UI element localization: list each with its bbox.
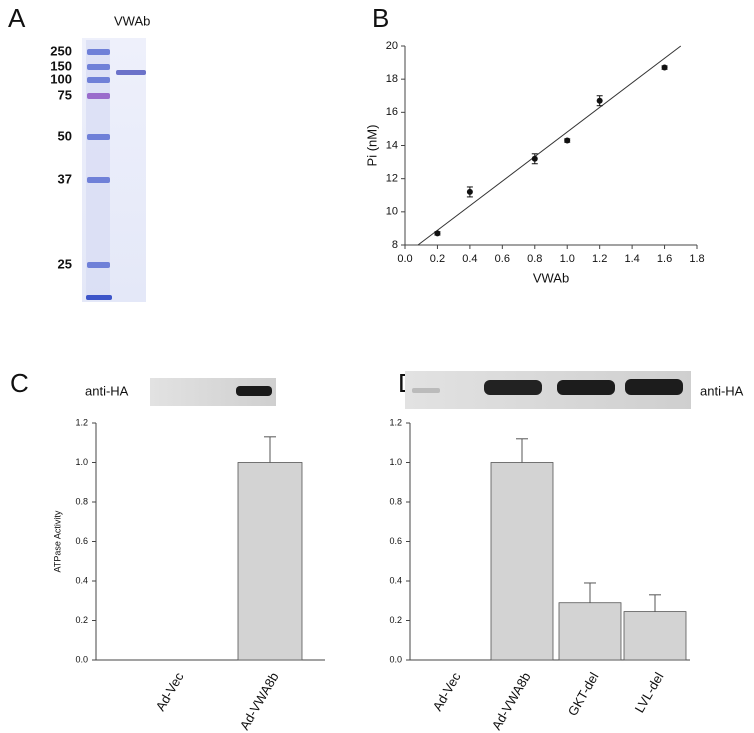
x-tick-label: 1.8 (689, 253, 704, 265)
y-tick-label: 0.0 (389, 654, 402, 664)
y-tick-label: 18 (386, 73, 398, 85)
y-tick-label: 0.6 (75, 536, 88, 546)
y-tick-label: 0.4 (389, 575, 402, 585)
y-tick-label: 0.0 (75, 654, 88, 664)
y-tick-label: 0.8 (389, 496, 402, 506)
y-tick-label: 0.8 (75, 496, 88, 506)
bar (490, 462, 554, 661)
y-tick-label: 0.2 (389, 615, 402, 625)
y-axis-label: ATPase Activity (52, 510, 62, 572)
bar (623, 611, 687, 661)
y-tick-label: 0.4 (75, 575, 88, 585)
x-tick-label: 0.4 (462, 253, 477, 265)
x-tick-label: 1.0 (560, 253, 575, 265)
ladder-band (87, 77, 110, 83)
y-tick-label: 16 (386, 106, 398, 118)
marker-label: 250 (50, 43, 72, 58)
marker-label: 25 (58, 256, 72, 271)
x-axis-label: VWAb (533, 270, 569, 285)
blot (150, 371, 691, 409)
x-tick-label: Ad-Vec (430, 669, 464, 713)
y-tick-label: 0.6 (389, 536, 402, 546)
marker-label: 150 (50, 58, 72, 73)
y-tick-label: 20 (386, 40, 398, 52)
ladder-band (87, 262, 110, 268)
panel-label: B (372, 3, 389, 33)
x-tick-label: 0.2 (430, 253, 445, 265)
y-tick-label: 1.2 (389, 417, 402, 427)
ladder-band (87, 134, 110, 140)
blot-label: anti-HA (85, 383, 129, 398)
x-tick-label: 1.2 (592, 253, 607, 265)
x-tick-label: Ad-Vec (153, 669, 187, 713)
point (661, 64, 668, 71)
marker-label: 37 (58, 171, 72, 186)
ladder-band (87, 64, 110, 70)
x-tick-label: Ad-VWA8b (237, 670, 282, 733)
y-tick-label: 14 (386, 139, 398, 151)
y-tick-label: 1.2 (75, 417, 88, 427)
x-tick-label: 0.8 (527, 253, 542, 265)
marker-label: 75 (58, 87, 72, 102)
x-tick-label: Ad-VWA8b (489, 670, 534, 733)
point (434, 230, 441, 237)
ladder-band (87, 49, 110, 55)
x-tick-label: 0.0 (397, 253, 412, 265)
y-tick-label: 1.0 (75, 457, 88, 467)
panel-label: C (10, 368, 29, 398)
point (531, 155, 538, 162)
x-tick-label: 1.4 (624, 253, 639, 265)
x-tick-label: 1.6 (657, 253, 672, 265)
y-tick-label: 0.2 (75, 615, 88, 625)
x-tick-label: LVL-del (632, 670, 667, 716)
point (564, 137, 571, 144)
ladder-band (87, 93, 110, 99)
fit-line (417, 45, 682, 246)
panel-label: A (8, 3, 26, 33)
ladder-band (87, 177, 110, 183)
x-tick-label: 0.6 (495, 253, 510, 265)
y-tick-label: 8 (392, 239, 398, 251)
point (466, 188, 473, 195)
y-tick-label: 10 (386, 206, 398, 218)
y-tick-label: 1.0 (389, 457, 402, 467)
bar (237, 462, 303, 661)
blot-label: anti-HA (700, 383, 744, 398)
point (596, 97, 603, 104)
y-tick-label: 12 (386, 173, 398, 185)
x-tick-label: GKT-del (565, 670, 602, 719)
y-axis-label: Pi (nM) (364, 125, 379, 167)
bar (558, 602, 622, 661)
lane-label: VWAb (114, 13, 150, 28)
marker-label: 100 (50, 71, 72, 86)
marker-label: 50 (58, 128, 72, 143)
